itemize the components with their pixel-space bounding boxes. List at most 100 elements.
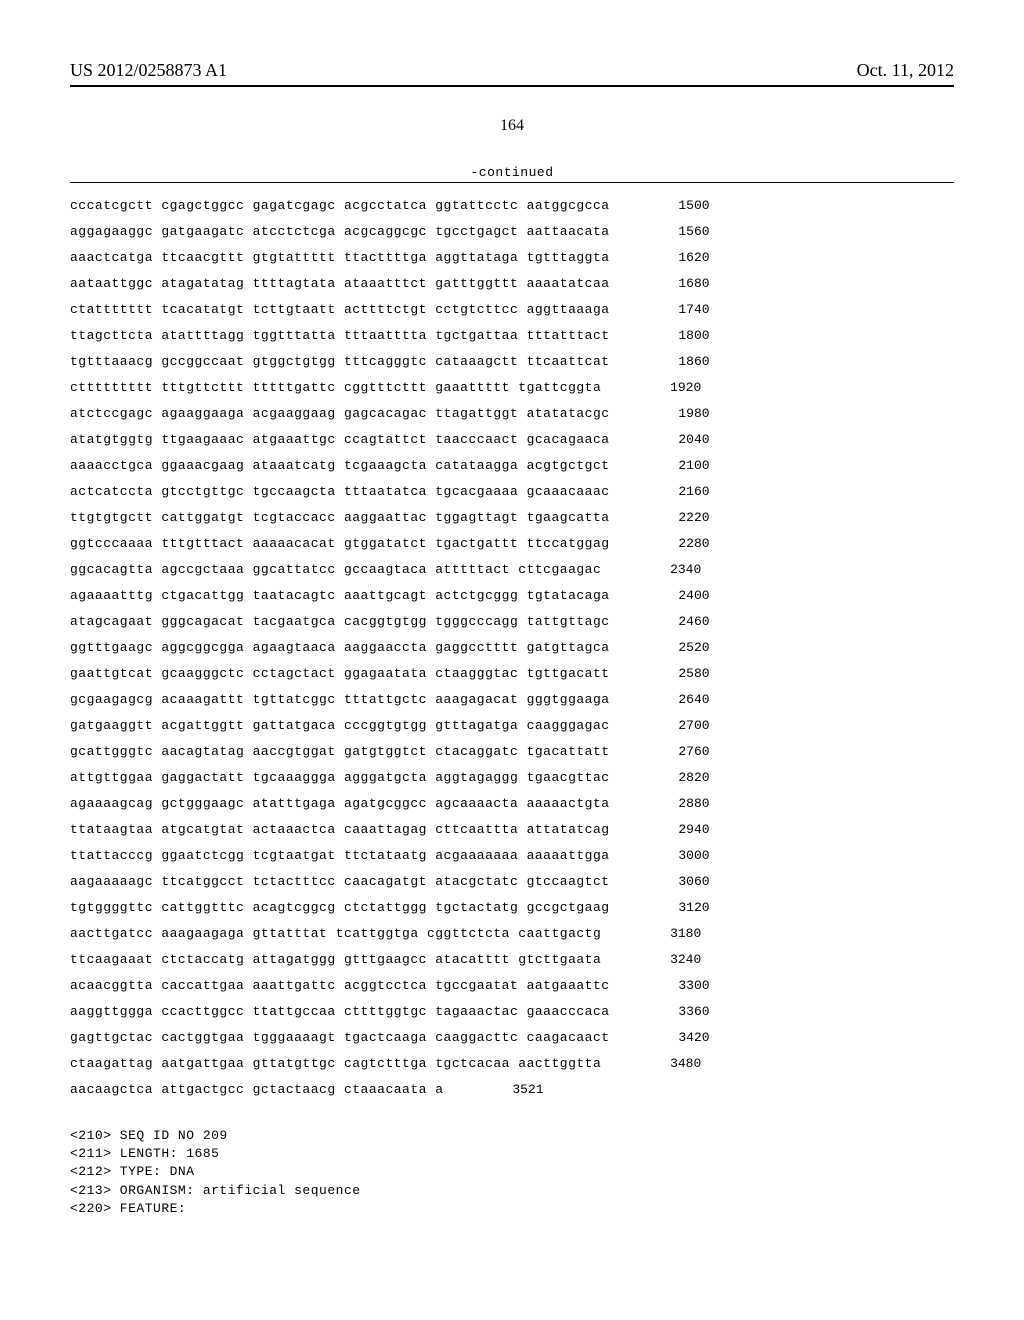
sequence-text: aacaagctca attgactgcc gctactaacg ctaaaca… (70, 1077, 444, 1103)
sequence-text: agaaaagcag gctgggaagc atatttgaga agatgcg… (70, 791, 610, 817)
sequence-row: agaaaagcag gctgggaagc atatttgaga agatgcg… (70, 791, 954, 817)
sequence-position: 2580 (640, 661, 710, 687)
sequence-text: aaggttggga ccacttggcc ttattgccaa cttttgg… (70, 999, 610, 1025)
sequence-text: ctaagattag aatgattgaa gttatgttgc cagtctt… (70, 1051, 601, 1077)
sequence-text: ttattacccg ggaatctcgg tcgtaatgat ttctata… (70, 843, 610, 869)
sequence-position: 3180 (631, 921, 701, 947)
sequence-row: gatgaaggtt acgattggtt gattatgaca cccggtg… (70, 713, 954, 739)
sequence-row: ggtcccaaaa tttgtttact aaaaacacat gtggata… (70, 531, 954, 557)
sequence-row: aacttgatcc aaagaagaga gttatttat tcattggt… (70, 921, 954, 947)
sequence-row: tgtttaaacg gccggccaat gtggctgtgg tttcagg… (70, 349, 954, 375)
sequence-position: 1740 (640, 297, 710, 323)
sequence-row: gagttgctac cactggtgaa tgggaaaagt tgactca… (70, 1025, 954, 1051)
sequence-row: aataattggc atagatatag ttttagtata ataaatt… (70, 271, 954, 297)
sequence-text: attgttggaa gaggactatt tgcaaaggga agggatg… (70, 765, 610, 791)
sequence-position: 3360 (640, 999, 710, 1025)
sequence-text: atctccgagc agaaggaaga acgaaggaag gagcaca… (70, 401, 610, 427)
sequence-text: actcatccta gtcctgttgc tgccaagcta tttaata… (70, 479, 610, 505)
sequence-row: aaggttggga ccacttggcc ttattgccaa cttttgg… (70, 999, 954, 1025)
sequence-row: ttataagtaa atgcatgtat actaaactca caaatta… (70, 817, 954, 843)
sequence-row: atctccgagc agaaggaaga acgaaggaag gagcaca… (70, 401, 954, 427)
sequence-text: tgtttaaacg gccggccaat gtggctgtgg tttcagg… (70, 349, 610, 375)
sequence-text: atatgtggtg ttgaagaaac atgaaattgc ccagtat… (70, 427, 610, 453)
page-header: US 2012/0258873 A1 Oct. 11, 2012 (70, 60, 954, 81)
sequence-position: 2760 (640, 739, 710, 765)
sequence-position: 1800 (640, 323, 710, 349)
sequence-row: ttattacccg ggaatctcgg tcgtaatgat ttctata… (70, 843, 954, 869)
sequence-text: gatgaaggtt acgattggtt gattatgaca cccggtg… (70, 713, 610, 739)
continued-label: -continued (70, 165, 954, 180)
publication-number: US 2012/0258873 A1 (70, 60, 227, 81)
sequence-position: 2100 (640, 453, 710, 479)
sequence-position: 3480 (631, 1051, 701, 1077)
sequence-position: 2460 (640, 609, 710, 635)
sequence-position: 3240 (631, 947, 701, 973)
sequence-position: 2940 (640, 817, 710, 843)
metadata-line: <220> FEATURE: (70, 1200, 954, 1218)
sequence-row: ttagcttcta atattttagg tggtttatta tttaatt… (70, 323, 954, 349)
sequence-position: 1680 (640, 271, 710, 297)
sequence-text: cttttttttt tttgttcttt tttttgattc cggtttc… (70, 375, 601, 401)
sequence-text: ggcacagtta agccgctaaa ggcattatcc gccaagt… (70, 557, 601, 583)
sequence-row: cccatcgctt cgagctggcc gagatcgagc acgccta… (70, 193, 954, 219)
sequence-row: ttgtgtgctt cattggatgt tcgtaccacc aaggaat… (70, 505, 954, 531)
sequence-position: 1560 (640, 219, 710, 245)
sequence-text: atagcagaat gggcagacat tacgaatgca cacggtg… (70, 609, 610, 635)
sequence-row: acaacggtta caccattgaa aaattgattc acggtcc… (70, 973, 954, 999)
sequence-position: 3120 (640, 895, 710, 921)
sequence-row: aacaagctca attgactgcc gctactaacg ctaaaca… (70, 1077, 954, 1103)
sequence-text: aacttgatcc aaagaagaga gttatttat tcattggt… (70, 921, 601, 947)
sequence-position: 3060 (640, 869, 710, 895)
sequence-row: actcatccta gtcctgttgc tgccaagcta tttaata… (70, 479, 954, 505)
sequence-row: aggagaaggc gatgaagatc atcctctcga acgcagg… (70, 219, 954, 245)
sequence-position: 1500 (640, 193, 710, 219)
sequence-text: tgtggggttc cattggtttc acagtcggcg ctctatt… (70, 895, 610, 921)
sequence-text: ggtcccaaaa tttgtttact aaaaacacat gtggata… (70, 531, 610, 557)
sequence-text: aggagaaggc gatgaagatc atcctctcga acgcagg… (70, 219, 610, 245)
sequence-text: cccatcgctt cgagctggcc gagatcgagc acgccta… (70, 193, 610, 219)
sequence-row: ctaagattag aatgattgaa gttatgttgc cagtctt… (70, 1051, 954, 1077)
sequence-position: 2400 (640, 583, 710, 609)
sequence-position: 1980 (640, 401, 710, 427)
header-rule (70, 85, 954, 87)
sequence-row: ggcacagtta agccgctaaa ggcattatcc gccaagt… (70, 557, 954, 583)
sequence-position: 1860 (640, 349, 710, 375)
sequence-row: atatgtggtg ttgaagaaac atgaaattgc ccagtat… (70, 427, 954, 453)
sequence-position: 1620 (640, 245, 710, 271)
sequence-position: 2040 (640, 427, 710, 453)
sequence-text: ttataagtaa atgcatgtat actaaactca caaatta… (70, 817, 610, 843)
sequence-position: 3420 (640, 1025, 710, 1051)
sequence-listing: cccatcgctt cgagctggcc gagatcgagc acgccta… (70, 193, 954, 1103)
metadata-line: <211> LENGTH: 1685 (70, 1145, 954, 1163)
sequence-row: aaaacctgca ggaaacgaag ataaatcatg tcgaaag… (70, 453, 954, 479)
sequence-text: ttcaagaaat ctctaccatg attagatggg gtttgaa… (70, 947, 601, 973)
sequence-text: ctattttttt tcacatatgt tcttgtaatt acttttc… (70, 297, 610, 323)
sequence-row: ttcaagaaat ctctaccatg attagatggg gtttgaa… (70, 947, 954, 973)
sequence-position: 2520 (640, 635, 710, 661)
sequence-position: 2880 (640, 791, 710, 817)
metadata-line: <212> TYPE: DNA (70, 1163, 954, 1181)
metadata-line: <213> ORGANISM: artificial sequence (70, 1182, 954, 1200)
sequence-position: 2280 (640, 531, 710, 557)
sequence-text: aataattggc atagatatag ttttagtata ataaatt… (70, 271, 610, 297)
sequence-position: 3521 (474, 1077, 544, 1103)
sequence-text: aaactcatga ttcaacgttt gtgtattttt ttacttt… (70, 245, 610, 271)
sequence-row: gcgaagagcg acaaagattt tgttatcggc tttattg… (70, 687, 954, 713)
sequence-text: gagttgctac cactggtgaa tgggaaaagt tgactca… (70, 1025, 610, 1051)
sequence-text: ggtttgaagc aggcggcgga agaagtaaca aaggaac… (70, 635, 610, 661)
page: US 2012/0258873 A1 Oct. 11, 2012 164 -co… (0, 0, 1024, 1320)
sequence-text: ttagcttcta atattttagg tggtttatta tttaatt… (70, 323, 610, 349)
sequence-position: 2640 (640, 687, 710, 713)
sequence-text: aaaacctgca ggaaacgaag ataaatcatg tcgaaag… (70, 453, 610, 479)
sequence-row: gaattgtcat gcaagggctc cctagctact ggagaat… (70, 661, 954, 687)
sequence-position: 2160 (640, 479, 710, 505)
sequence-text: acaacggtta caccattgaa aaattgattc acggtcc… (70, 973, 610, 999)
sequence-position: 3000 (640, 843, 710, 869)
sequence-position: 2220 (640, 505, 710, 531)
sequence-row: aagaaaaagc ttcatggcct tctactttcc caacaga… (70, 869, 954, 895)
sequence-text: gcattgggtc aacagtatag aaccgtggat gatgtgg… (70, 739, 610, 765)
sequence-row: ctattttttt tcacatatgt tcttgtaatt acttttc… (70, 297, 954, 323)
sequence-text: aagaaaaagc ttcatggcct tctactttcc caacaga… (70, 869, 610, 895)
sequence-position: 2700 (640, 713, 710, 739)
sequence-position: 2340 (631, 557, 701, 583)
